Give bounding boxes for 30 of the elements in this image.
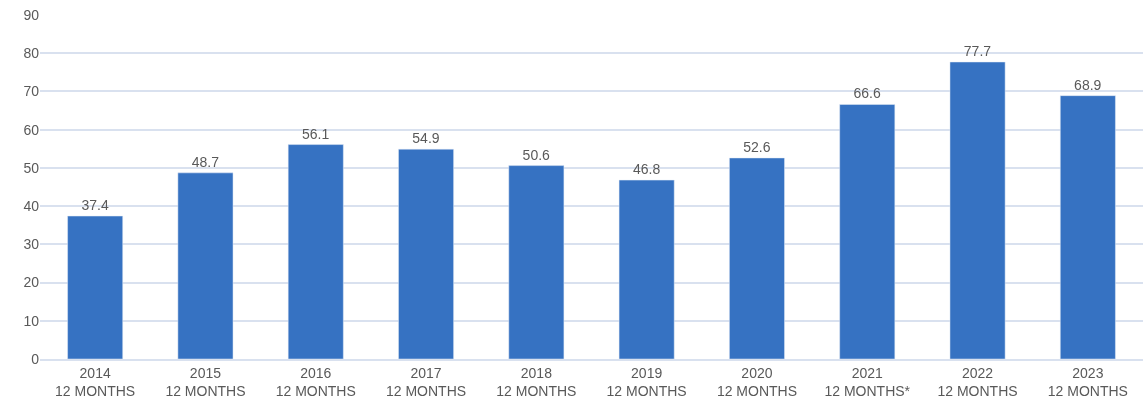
y-tick-label: 20	[23, 274, 40, 291]
data-label: 46.8	[632, 161, 661, 178]
x-tick-label: 2022 12 MONTHS	[937, 364, 1018, 399]
data-label: 37.4	[81, 197, 109, 214]
data-label: 50.6	[522, 146, 551, 163]
x-tick-label: 2019 12 MONTHS	[606, 364, 687, 399]
y-tick-label: 10	[23, 312, 40, 329]
y-tick-label: 0	[31, 350, 40, 367]
data-label: 77.7	[963, 43, 992, 60]
data-label: 48.7	[191, 153, 220, 170]
y-tick-label: 30	[23, 236, 40, 253]
x-tick-label: 2020 12 MONTHS	[716, 364, 798, 399]
y-tick-label: 70	[23, 83, 40, 100]
x-tick-label: 2021 12 MONTHS*	[824, 364, 911, 399]
y-tick-label: 60	[23, 121, 40, 138]
data-label: 54.9	[412, 130, 440, 147]
x-tick-label: 2015 12 MONTHS	[165, 364, 246, 399]
x-tick-label: 2014 12 MONTHS	[55, 364, 136, 399]
y-tick-label: 50	[23, 159, 40, 176]
data-label: 52.6	[743, 138, 771, 155]
x-tick-label: 2016 12 MONTHS	[275, 364, 356, 399]
x-tick-label: 2023 12 MONTHS	[1047, 364, 1128, 399]
x-tick-label: 2018 12 MONTHS	[496, 364, 577, 399]
data-label: 66.6	[853, 85, 881, 102]
y-tick-label: 40	[23, 198, 40, 215]
data-label: 68.9	[1074, 76, 1102, 93]
x-tick-label: 2017 12 MONTHS	[385, 364, 467, 399]
data-label: 56.1	[302, 125, 330, 142]
y-tick-label: 80	[23, 45, 40, 62]
y-tick-label: 90	[23, 6, 40, 23]
